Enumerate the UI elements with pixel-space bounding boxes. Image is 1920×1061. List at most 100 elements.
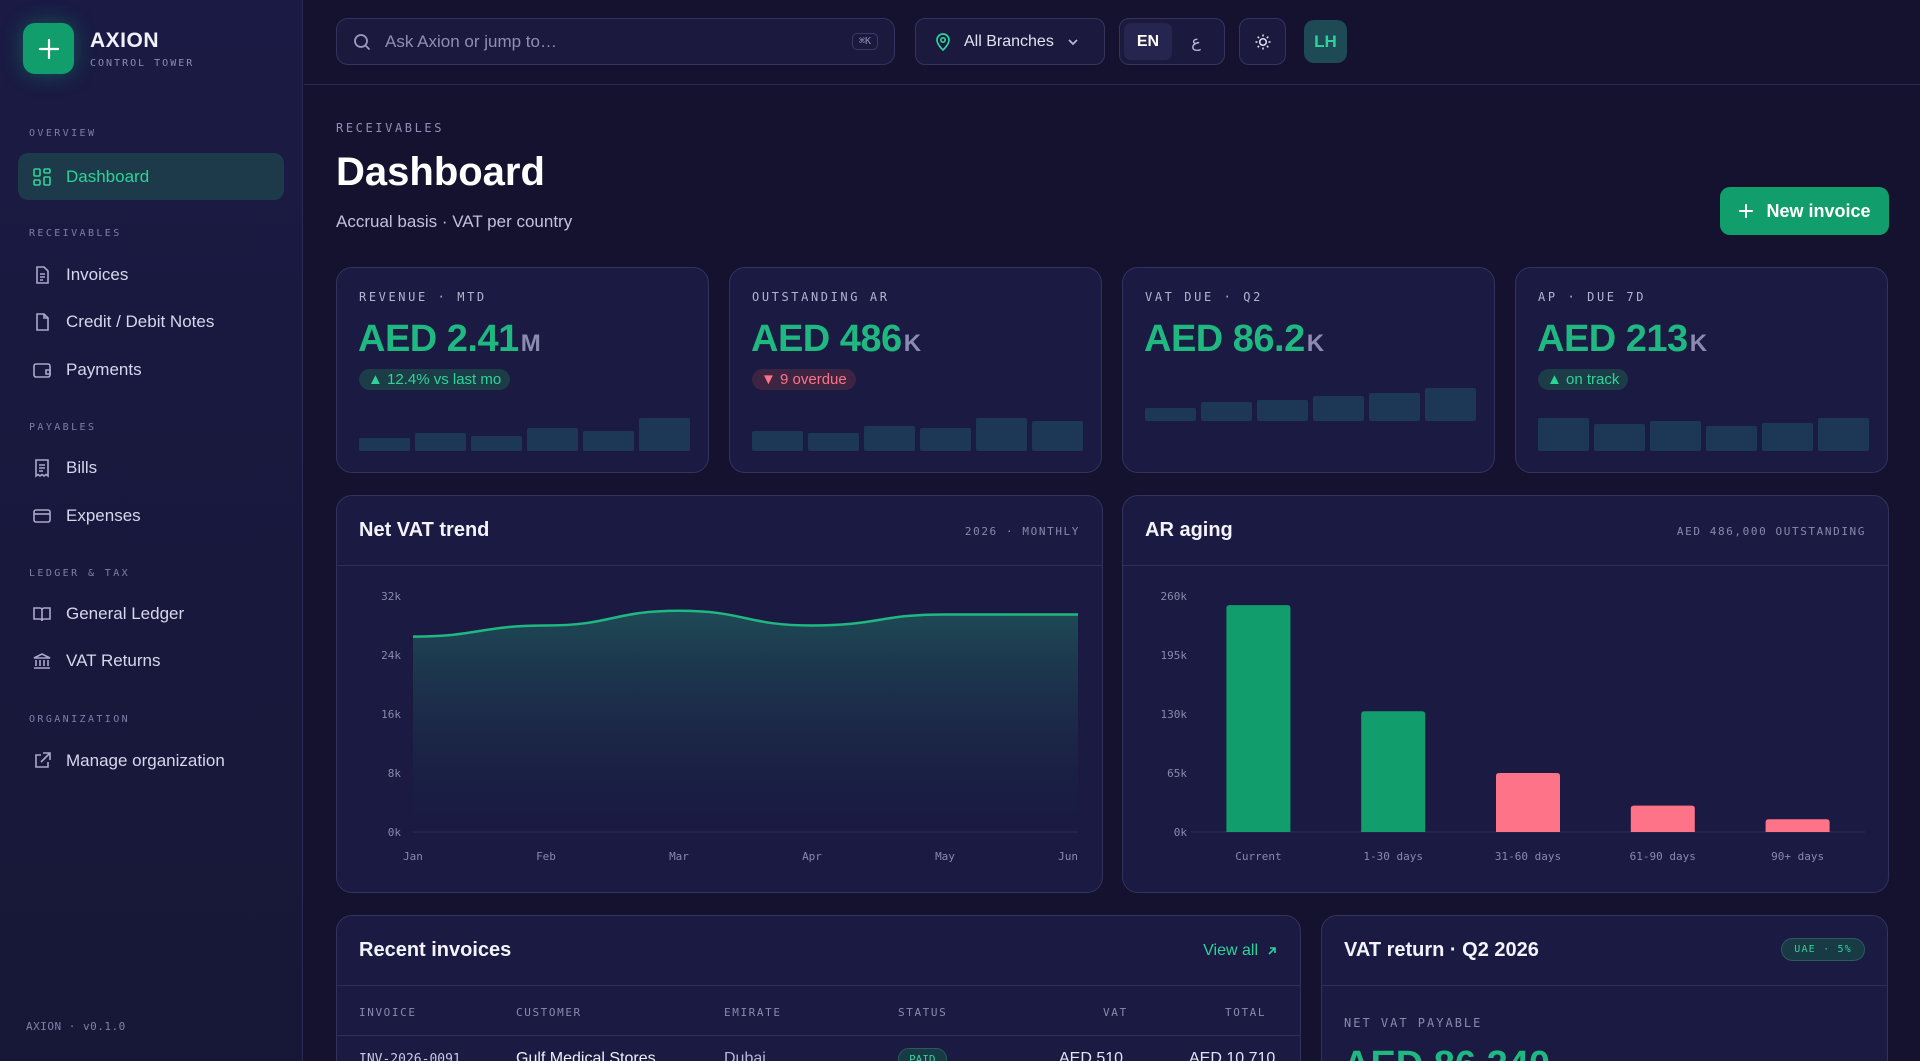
column-header-status[interactable]: STATUS: [898, 1006, 948, 1019]
nav-section-organization: ORGANIZATION: [29, 714, 131, 725]
wallet-icon: [33, 362, 51, 378]
y-tick-label: 195k: [1161, 649, 1188, 662]
column-header-invoice[interactable]: INVOICE: [359, 1006, 417, 1019]
y-tick-label: 24k: [381, 649, 401, 662]
document-icon: [36, 265, 49, 284]
kpi-card-vat-due[interactable]: VAT DUE · Q2 AED 86.2K: [1122, 267, 1495, 473]
theme-toggle-button[interactable]: [1239, 18, 1286, 65]
kpi-card-revenue[interactable]: REVENUE · MTD AED 2.41M ▲ 12.4% vs last …: [336, 267, 709, 473]
brand[interactable]: AXION CONTROL TOWER: [23, 23, 194, 74]
sparkline-bar: [527, 428, 578, 451]
bar-61-90-days: [1630, 805, 1695, 832]
sidebar-item-payments[interactable]: Payments: [18, 346, 284, 393]
kpi-badge: ▲ 12.4% vs last mo: [359, 369, 511, 390]
x-tick-label: Current: [1235, 850, 1281, 863]
y-tick-label: 260k: [1161, 590, 1188, 603]
panel-title: Recent invoices: [359, 939, 512, 961]
x-tick-label: Feb: [536, 850, 556, 863]
sidebar-item-manage-organization[interactable]: Manage organization: [18, 737, 284, 784]
new-invoice-button[interactable]: New invoice: [1720, 187, 1889, 235]
sidebar-item-label: VAT Returns: [66, 650, 161, 670]
sidebar-item-label: Bills: [66, 457, 98, 477]
vat-return-panel: VAT return · Q2 2026 UAE · 5% NET VAT PA…: [1321, 915, 1888, 1061]
avatar[interactable]: LH: [1304, 20, 1347, 63]
sidebar-item-label: General Ledger: [66, 603, 185, 623]
net-vat-trend-panel: Net VAT trend 2026 · MONTHLY 0k 8k 16k 24k 3…: [336, 495, 1103, 893]
panel-header: AR aging AED 486,000 OUTSTANDING: [1123, 496, 1888, 566]
kpi-value: AED 486K: [751, 318, 921, 360]
language-toggle: EN ع: [1119, 18, 1225, 65]
sparkline-bar: [1706, 426, 1757, 451]
branch-select[interactable]: All Branches: [915, 18, 1105, 65]
sparkline-bar: [1594, 424, 1645, 451]
page-title: Dashboard: [336, 150, 545, 194]
search-input[interactable]: Ask Axion or jump to… ⌘K: [336, 18, 895, 65]
search-icon: [354, 33, 371, 50]
lang-ar-button[interactable]: ع: [1191, 33, 1201, 51]
x-tick-label: Jun: [1058, 850, 1078, 863]
sidebar-item-invoices[interactable]: Invoices: [18, 251, 284, 298]
x-tick-label: 31-60 days: [1495, 850, 1561, 863]
branch-label: All Branches: [964, 32, 1054, 50]
sparkline-bar: [1538, 418, 1589, 451]
sidebar-item-credit-debit-notes[interactable]: Credit / Debit Notes: [18, 298, 284, 345]
table-row[interactable]: INV-2026-0091 Gulf Medical Stores Dubai …: [337, 1038, 1300, 1061]
sparkline-bar: [1313, 396, 1364, 421]
column-header-vat[interactable]: VAT: [1103, 1006, 1128, 1019]
x-tick-label: 61-90 days: [1630, 850, 1696, 863]
sparkline-bar: [752, 431, 803, 451]
sidebar-item-label: Dashboard: [66, 166, 150, 186]
y-tick-label: 65k: [1167, 767, 1187, 780]
y-tick-label: 8k: [388, 767, 402, 780]
sparkline-bar: [1425, 388, 1476, 421]
panel-header: VAT return · Q2 2026 UAE · 5%: [1322, 916, 1887, 986]
sparkline-bar: [359, 438, 410, 451]
sidebar-item-label: Expenses: [66, 505, 141, 525]
sparkline-bar: [639, 418, 690, 451]
sparkline-bar: [1257, 400, 1308, 421]
sparkline-bar: [583, 431, 634, 451]
sidebar-item-expenses[interactable]: Expenses: [18, 492, 284, 539]
column-header-emirate[interactable]: EMIRATE: [724, 1006, 782, 1019]
sidebar-item-dashboard[interactable]: Dashboard: [18, 153, 284, 200]
kpi-card-outstanding-ar[interactable]: OUTSTANDING AR AED 486K ▼ 9 overdue: [729, 267, 1102, 473]
app-version: AXION · v0.1.0: [26, 1020, 126, 1033]
card-icon: [33, 508, 51, 523]
customer-name: Gulf Medical Stores: [516, 1050, 656, 1061]
receipt-icon: [35, 458, 49, 478]
search-shortcut: ⌘K: [851, 33, 878, 50]
sparkline-bar: [1145, 408, 1196, 421]
kpi-card-ap-due[interactable]: AP · DUE 7D AED 213K ▲ on track: [1515, 267, 1888, 473]
x-tick-label: May: [935, 850, 955, 863]
kpi-value: AED 2.41M: [358, 318, 541, 360]
sidebar-item-label: Invoices: [66, 264, 129, 284]
vat-rate-tag: UAE · 5%: [1781, 938, 1865, 961]
new-invoice-label: New invoice: [1766, 200, 1871, 221]
page-subtitle: Accrual basis · VAT per country: [336, 212, 573, 231]
kpi-value: AED 213K: [1537, 318, 1707, 360]
bar-31-60-days: [1496, 773, 1560, 832]
table-header: INVOICE CUSTOMER EMIRATE STATUS VAT TOTA…: [337, 986, 1300, 1036]
sparkline-bar: [920, 428, 971, 451]
lang-en-button[interactable]: EN: [1124, 23, 1172, 60]
panel-title: AR aging: [1145, 519, 1233, 541]
kpi-label: REVENUE · MTD: [359, 290, 487, 304]
ar-aging-panel: AR aging AED 486,000 OUTSTANDING 0k 65k 13…: [1122, 495, 1889, 893]
bar-current: [1226, 605, 1291, 832]
topbar: Ask Axion or jump to… ⌘K All Branches EN…: [304, 0, 1920, 85]
column-header-total[interactable]: TOTAL: [1225, 1006, 1267, 1019]
kpi-sparkline: [752, 401, 1083, 451]
sidebar-item-general-ledger[interactable]: General Ledger: [18, 590, 284, 637]
y-tick-label: 32k: [381, 590, 401, 603]
sparkline-bar: [1762, 423, 1813, 451]
breadcrumb: RECEIVABLES: [336, 121, 445, 135]
sparkline-bar: [864, 426, 915, 451]
y-tick-label: 0k: [388, 826, 402, 839]
column-header-customer[interactable]: CUSTOMER: [516, 1006, 582, 1019]
sidebar-item-vat-returns[interactable]: VAT Returns: [18, 637, 284, 684]
recent-invoices-panel: Recent invoices View all INVOICE CUSTOME…: [336, 915, 1301, 1061]
view-all-link[interactable]: View all: [1203, 942, 1278, 960]
invoice-number[interactable]: INV-2026-0091: [359, 1052, 461, 1061]
sidebar-item-bills[interactable]: Bills: [18, 444, 284, 491]
panel-meta: 2026 · MONTHLY: [964, 525, 1080, 538]
